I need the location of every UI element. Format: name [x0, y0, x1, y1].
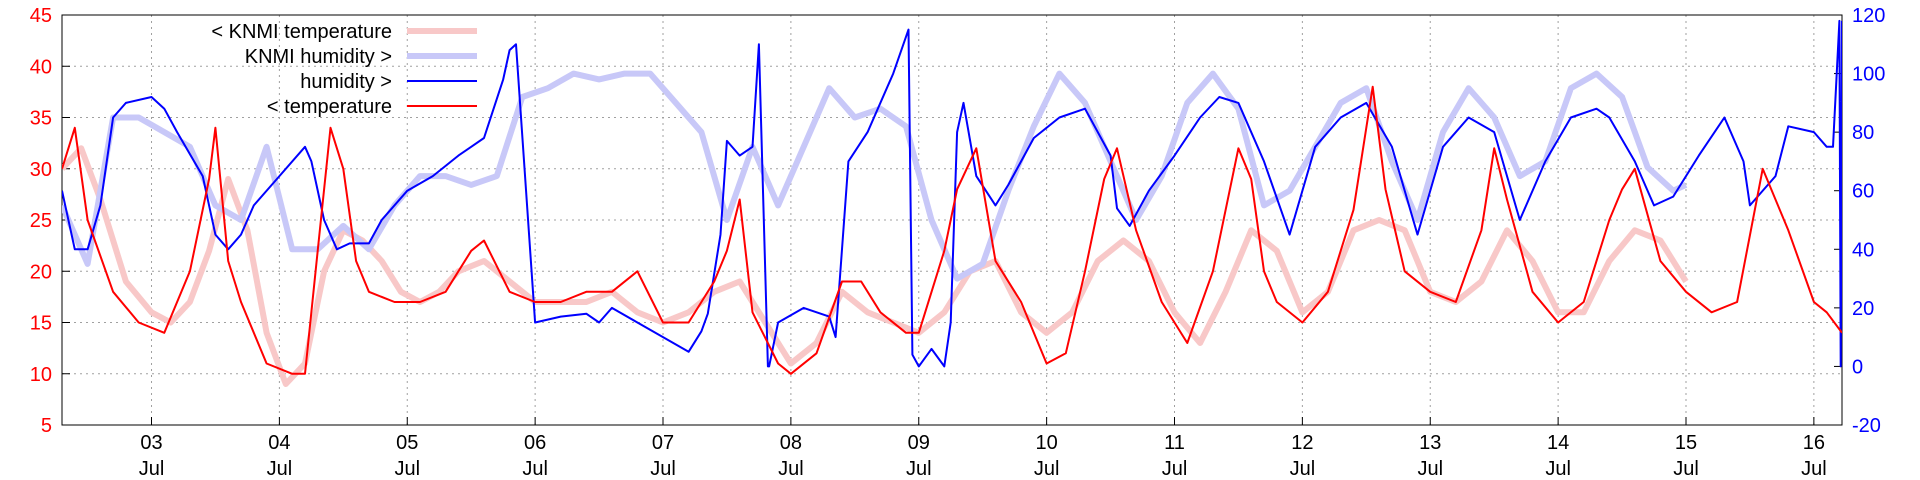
y-right-tick-label: 0 [1852, 356, 1863, 378]
y-left-tick-label: 10 [30, 364, 52, 386]
series-lines [62, 19, 1842, 387]
x-tick-month: Jul [1801, 458, 1827, 480]
x-tick-month: Jul [522, 458, 548, 480]
x-tick-month: Jul [1673, 458, 1699, 480]
y-right-tick-label: 120 [1852, 5, 1885, 27]
x-tick-day: 15 [1675, 432, 1697, 454]
x-tick-day: 03 [140, 432, 162, 454]
x-tick-day: 05 [396, 432, 418, 454]
x-tick-month: Jul [1162, 458, 1188, 480]
x-tick-month: Jul [1417, 458, 1443, 480]
x-tick-day: 10 [1036, 432, 1058, 454]
x-tick-month: Jul [267, 458, 293, 480]
y-left-tick-label: 40 [30, 56, 52, 78]
x-tick-day: 09 [908, 432, 930, 454]
x-tick-day: 14 [1547, 432, 1569, 454]
y-right-tick-label: 20 [1852, 298, 1874, 320]
legend-label-temperature: < temperature [267, 96, 392, 118]
y-left-tick-label: 15 [30, 313, 52, 335]
y-right-tick-label: 40 [1852, 239, 1874, 261]
x-tick-day: 11 [1164, 432, 1185, 454]
x-tick-day: 06 [524, 432, 546, 454]
x-tick-day: 16 [1803, 432, 1825, 454]
legend-label-humidity: humidity > [300, 71, 392, 93]
y-left-tick-label: 5 [41, 415, 52, 437]
x-tick-day: 07 [652, 432, 674, 454]
y-left-tick-label: 25 [30, 210, 52, 232]
y-left-tick-label: 30 [30, 159, 52, 181]
series-line-temperature [62, 85, 1842, 375]
series-line-knmi-temperature [62, 145, 1689, 387]
series-line-humidity [62, 19, 1842, 368]
x-tick-day: 04 [268, 432, 290, 454]
x-tick-month: Jul [1290, 458, 1316, 480]
y-right-tick-label: 60 [1852, 181, 1874, 203]
series-line-knmi-humidity [62, 70, 1688, 282]
x-tick-month: Jul [906, 458, 932, 480]
x-tick-month: Jul [394, 458, 420, 480]
x-tick-month: Jul [1034, 458, 1060, 480]
legend-label-knmi-temperature: < KNMI temperature [211, 21, 392, 43]
x-tick-day: 13 [1419, 432, 1441, 454]
x-tick-month: Jul [139, 458, 165, 480]
legend: < KNMI temperature KNMI humidity > humidit… [211, 21, 477, 118]
y-right-tick-label: -20 [1852, 415, 1881, 437]
x-tick-month: Jul [778, 458, 804, 480]
legend-label-knmi-humidity: KNMI humidity > [245, 46, 392, 68]
x-tick-month: Jul [1545, 458, 1571, 480]
y-right-tick-label: 100 [1852, 64, 1885, 86]
y-left-tick-label: 35 [30, 108, 52, 130]
x-tick-day: 12 [1291, 432, 1313, 454]
x-tick-month: Jul [650, 458, 676, 480]
y-left-tick-label: 45 [30, 5, 52, 27]
axis-ticks: 5 10 15 20 25 30 35 40 45 -20 0 20 40 60 80 100 120 03 Jul… [30, 5, 1886, 480]
y-left-tick-label: 20 [30, 261, 52, 283]
x-tick-day: 08 [780, 432, 802, 454]
y-right-tick-label: 80 [1852, 122, 1874, 144]
